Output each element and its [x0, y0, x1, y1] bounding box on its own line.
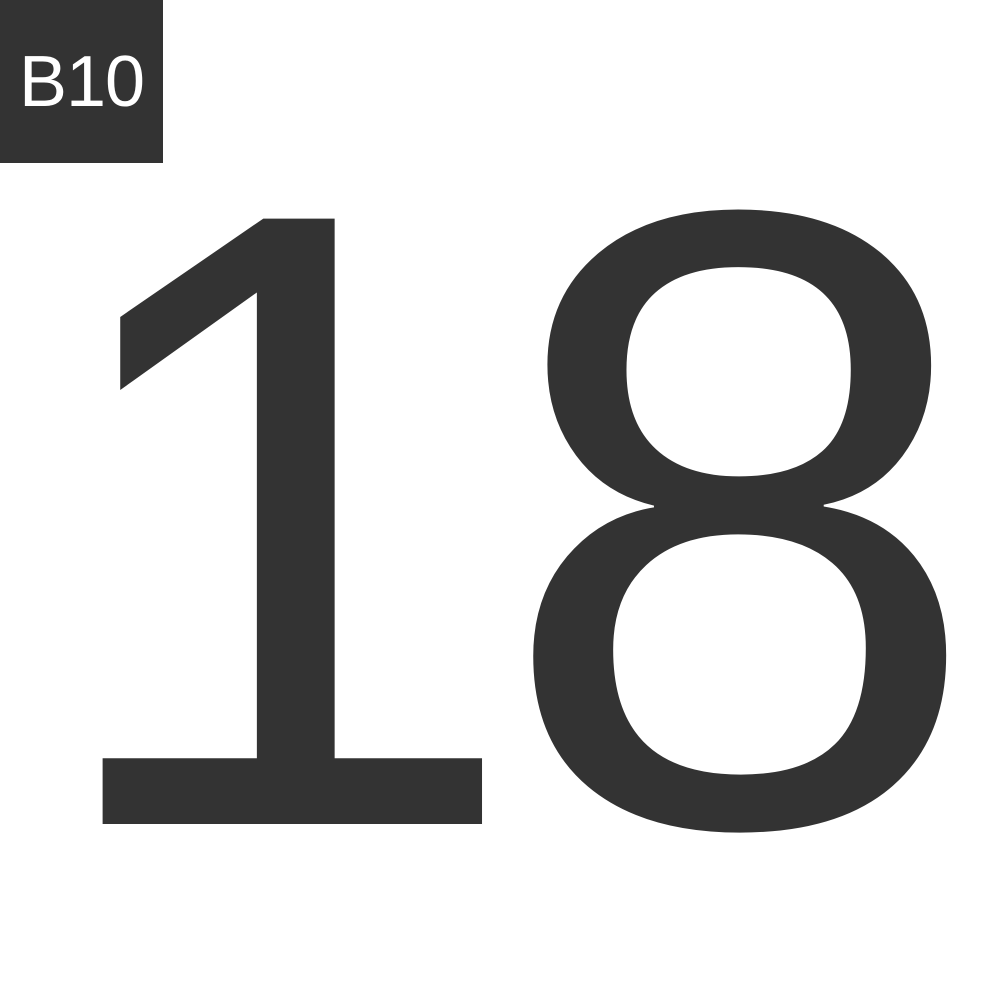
tag-badge: B10: [0, 0, 163, 163]
main-number: 18: [35, 28, 985, 1000]
